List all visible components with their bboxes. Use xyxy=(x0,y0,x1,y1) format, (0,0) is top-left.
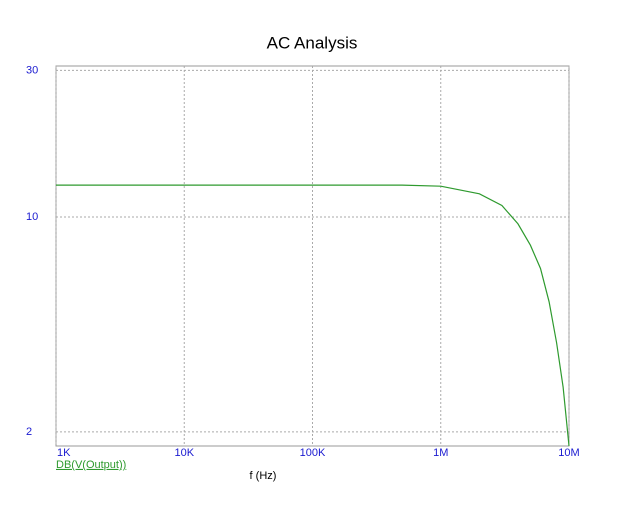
x-axis-label: f (Hz) xyxy=(250,470,277,482)
x-tick-label: 10M xyxy=(558,447,579,459)
y-tick-label: 30 xyxy=(26,64,38,76)
x-tick-label: 100K xyxy=(300,447,326,459)
x-tick-label: 1M xyxy=(433,447,448,459)
x-tick-label: 10K xyxy=(174,447,194,459)
y-tick-label: 10 xyxy=(26,211,38,223)
legend-label: DB(V(Output)) xyxy=(56,459,126,471)
y-tick-label: 2 xyxy=(26,426,32,438)
x-tick-label: 1K xyxy=(57,447,71,459)
chart-title: AC Analysis xyxy=(267,33,358,52)
series-line xyxy=(56,184,570,447)
